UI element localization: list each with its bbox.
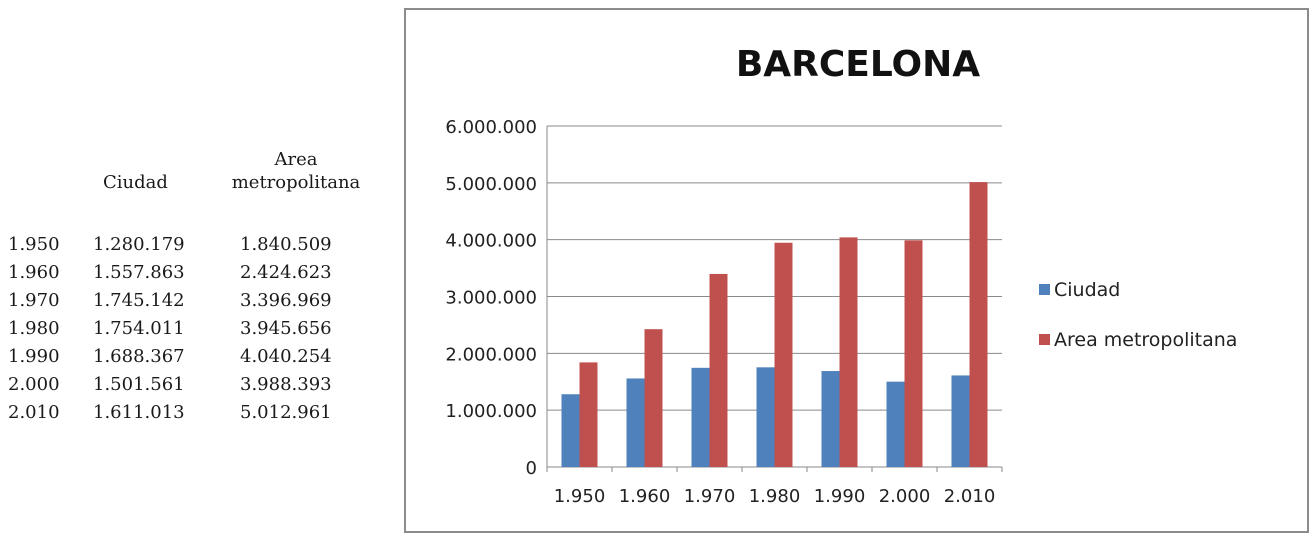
bar-ciudad-1.970 <box>691 367 710 467</box>
table-cell-ciudad: 1.688.367 <box>93 346 185 367</box>
header-area-line2: metropolitana <box>231 172 361 193</box>
y-tick-label: 3.000.000 <box>445 288 537 309</box>
table-cell-area: 2.424.623 <box>240 262 332 283</box>
bar-area-metropolitana-2.000 <box>904 240 923 467</box>
table-cell-year: 2.010 <box>8 402 60 423</box>
table-cell-area: 4.040.254 <box>240 346 332 367</box>
legend-swatch-ciudad <box>1039 284 1050 295</box>
table-cell-ciudad: 1.611.013 <box>93 402 185 423</box>
legend: Ciudad Area metropolitana <box>1039 279 1237 351</box>
table-cell-area: 3.396.969 <box>240 290 332 311</box>
chart-container: BARCELONA 0 1.000.000 2.000.000 3.000.000 4.… <box>404 8 1309 533</box>
table-cell-ciudad: 1.280.179 <box>93 234 185 255</box>
x-tick-label: 1.990 <box>814 486 866 507</box>
bar-ciudad-2.010 <box>951 375 970 467</box>
legend-swatch-area-metropolitana <box>1039 334 1050 345</box>
bar-area-metropolitana-1.950 <box>579 362 598 467</box>
x-axis-ticks: 1.950 1.960 1.970 1.980 1.990 2.000 2.010 <box>546 467 1003 507</box>
table-cell-ciudad: 1.557.863 <box>93 262 185 283</box>
bar-ciudad-1.980 <box>756 367 775 467</box>
table-cell-ciudad: 1.501.561 <box>93 374 185 395</box>
data-table: Ciudad Area metropolitana 1.950 1.280.179… <box>0 0 400 527</box>
table-cell-area: 3.988.393 <box>240 374 332 395</box>
y-tick-label: 0 <box>526 458 537 479</box>
header-ciudad: Ciudad <box>103 172 168 193</box>
table-cell-area: 1.840.509 <box>240 234 332 255</box>
bar-area-metropolitana-1.960 <box>644 329 663 467</box>
table-cell-year: 1.950 <box>8 234 60 255</box>
header-area-line1: Area <box>274 149 318 170</box>
chart-svg: BARCELONA 0 1.000.000 2.000.000 3.000.000 4.… <box>445 44 1237 507</box>
table-cell-year: 2.000 <box>8 374 60 395</box>
x-tick-label: 1.980 <box>749 486 801 507</box>
y-tick-label: 6.000.000 <box>445 117 537 138</box>
y-tick-label: 1.000.000 <box>445 401 537 422</box>
y-tick-label: 2.000.000 <box>445 344 537 365</box>
bar-area-metropolitana-1.970 <box>709 273 728 467</box>
bar-ciudad-2.000 <box>886 381 905 467</box>
table-cell-area: 3.945.656 <box>240 318 332 339</box>
table-cell-year: 1.970 <box>8 290 60 311</box>
bars <box>561 182 988 467</box>
bar-ciudad-1.950 <box>561 394 580 467</box>
table-cell-ciudad: 1.754.011 <box>93 318 185 339</box>
bar-area-metropolitana-1.990 <box>839 237 858 467</box>
chart-title: BARCELONA <box>736 44 980 85</box>
x-tick-label: 1.960 <box>619 486 671 507</box>
y-tick-label: 5.000.000 <box>445 174 537 195</box>
table-cell-year: 1.960 <box>8 262 60 283</box>
table-cell-year: 1.980 <box>8 318 60 339</box>
bar-ciudad-1.960 <box>626 378 645 467</box>
bar-area-metropolitana-2.010 <box>969 182 988 467</box>
legend-label-area-metropolitana: Area metropolitana <box>1054 329 1237 351</box>
table-cell-year: 1.990 <box>8 346 60 367</box>
x-tick-label: 1.950 <box>554 486 606 507</box>
x-tick-label: 2.000 <box>879 486 931 507</box>
x-tick-label: 2.010 <box>944 486 996 507</box>
table-cell-ciudad: 1.745.142 <box>93 290 185 311</box>
legend-label-ciudad: Ciudad <box>1054 279 1120 301</box>
table-cell-area: 5.012.961 <box>240 402 332 423</box>
x-tick-label: 1.970 <box>684 486 736 507</box>
y-tick-label: 4.000.000 <box>445 231 537 252</box>
bar-area-metropolitana-1.980 <box>774 242 793 467</box>
bar-ciudad-1.990 <box>821 371 840 467</box>
y-axis-ticks: 0 1.000.000 2.000.000 3.000.000 4.000.000 5.0… <box>445 117 537 479</box>
